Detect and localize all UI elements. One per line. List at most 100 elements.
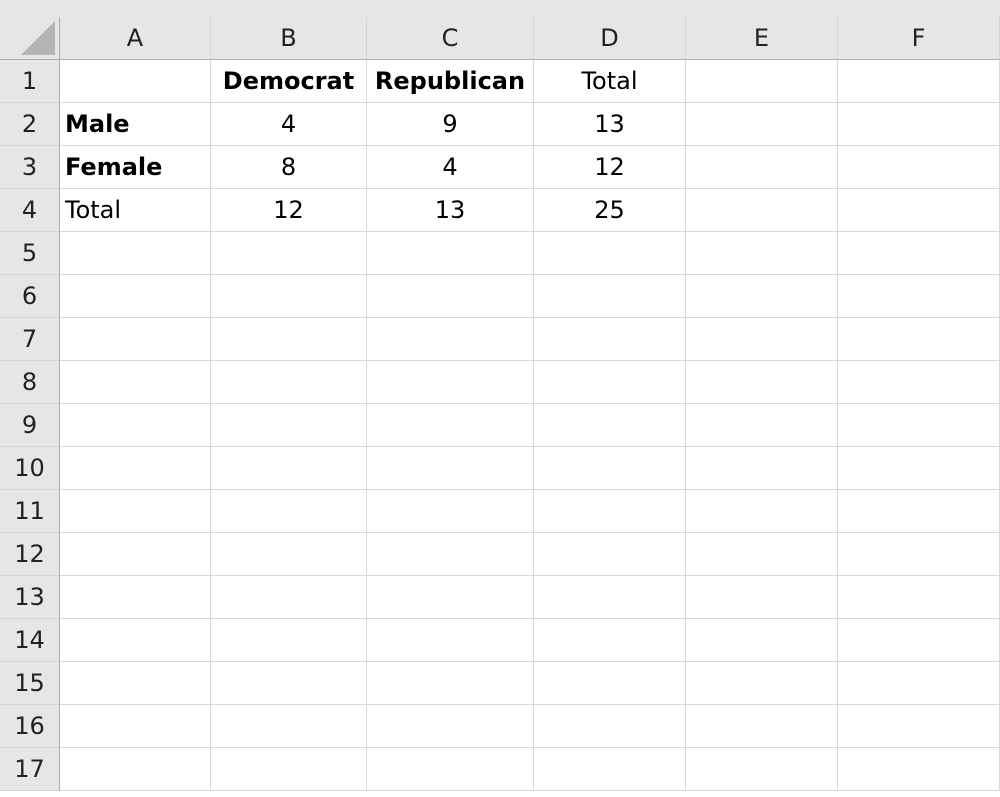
cell-F14[interactable] — [838, 619, 1000, 662]
cell-C11[interactable] — [367, 490, 534, 533]
cell-C7[interactable] — [367, 318, 534, 361]
cell-E15[interactable] — [686, 662, 838, 705]
cell-F3[interactable] — [838, 146, 1000, 189]
cell-A7[interactable] — [60, 318, 211, 361]
cell-D9[interactable] — [534, 404, 686, 447]
cell-F15[interactable] — [838, 662, 1000, 705]
cell-E12[interactable] — [686, 533, 838, 576]
cell-A13[interactable] — [60, 576, 211, 619]
cell-D1[interactable]: Total — [534, 60, 686, 103]
cell-F4[interactable] — [838, 189, 1000, 232]
cell-E10[interactable] — [686, 447, 838, 490]
cell-B15[interactable] — [211, 662, 367, 705]
cell-D12[interactable] — [534, 533, 686, 576]
cell-E9[interactable] — [686, 404, 838, 447]
cell-F10[interactable] — [838, 447, 1000, 490]
cell-D8[interactable] — [534, 361, 686, 404]
cell-E14[interactable] — [686, 619, 838, 662]
cell-A9[interactable] — [60, 404, 211, 447]
row-header-11[interactable]: 11 — [0, 490, 60, 533]
row-header-7[interactable]: 7 — [0, 318, 60, 361]
select-all-button[interactable] — [0, 17, 60, 60]
column-header-C[interactable]: C — [367, 17, 534, 60]
row-header-13[interactable]: 13 — [0, 576, 60, 619]
cell-F8[interactable] — [838, 361, 1000, 404]
cell-C13[interactable] — [367, 576, 534, 619]
cell-A2[interactable]: Male — [60, 103, 211, 146]
cell-A14[interactable] — [60, 619, 211, 662]
row-header-6[interactable]: 6 — [0, 275, 60, 318]
cell-D4[interactable]: 25 — [534, 189, 686, 232]
cell-A11[interactable] — [60, 490, 211, 533]
cell-D10[interactable] — [534, 447, 686, 490]
cell-E1[interactable] — [686, 60, 838, 103]
row-header-10[interactable]: 10 — [0, 447, 60, 490]
row-header-9[interactable]: 9 — [0, 404, 60, 447]
cell-C1[interactable]: Republican — [367, 60, 534, 103]
cell-D6[interactable] — [534, 275, 686, 318]
row-header-8[interactable]: 8 — [0, 361, 60, 404]
cell-D14[interactable] — [534, 619, 686, 662]
cell-D2[interactable]: 13 — [534, 103, 686, 146]
column-header-D[interactable]: D — [534, 17, 686, 60]
cell-F2[interactable] — [838, 103, 1000, 146]
cell-B2[interactable]: 4 — [211, 103, 367, 146]
cell-F6[interactable] — [838, 275, 1000, 318]
cell-F7[interactable] — [838, 318, 1000, 361]
cell-F5[interactable] — [838, 232, 1000, 275]
cell-C14[interactable] — [367, 619, 534, 662]
cell-E4[interactable] — [686, 189, 838, 232]
cell-B17[interactable] — [211, 748, 367, 791]
cell-A10[interactable] — [60, 447, 211, 490]
row-header-5[interactable]: 5 — [0, 232, 60, 275]
cell-B1[interactable]: Democrat — [211, 60, 367, 103]
cell-E3[interactable] — [686, 146, 838, 189]
cell-C15[interactable] — [367, 662, 534, 705]
cell-B5[interactable] — [211, 232, 367, 275]
row-header-4[interactable]: 4 — [0, 189, 60, 232]
cell-F13[interactable] — [838, 576, 1000, 619]
cell-B13[interactable] — [211, 576, 367, 619]
cell-F16[interactable] — [838, 705, 1000, 748]
cell-F9[interactable] — [838, 404, 1000, 447]
cell-E17[interactable] — [686, 748, 838, 791]
cell-D3[interactable]: 12 — [534, 146, 686, 189]
row-header-2[interactable]: 2 — [0, 103, 60, 146]
row-header-3[interactable]: 3 — [0, 146, 60, 189]
column-header-E[interactable]: E — [686, 17, 838, 60]
column-header-A[interactable]: A — [60, 17, 211, 60]
column-header-B[interactable]: B — [211, 17, 367, 60]
row-header-15[interactable]: 15 — [0, 662, 60, 705]
cell-D7[interactable] — [534, 318, 686, 361]
cell-B4[interactable]: 12 — [211, 189, 367, 232]
cell-C3[interactable]: 4 — [367, 146, 534, 189]
cell-C10[interactable] — [367, 447, 534, 490]
cell-D15[interactable] — [534, 662, 686, 705]
cell-A5[interactable] — [60, 232, 211, 275]
cell-E6[interactable] — [686, 275, 838, 318]
cell-B7[interactable] — [211, 318, 367, 361]
cell-D5[interactable] — [534, 232, 686, 275]
cell-E7[interactable] — [686, 318, 838, 361]
column-header-F[interactable]: F — [838, 17, 1000, 60]
cell-B11[interactable] — [211, 490, 367, 533]
cell-B14[interactable] — [211, 619, 367, 662]
row-header-12[interactable]: 12 — [0, 533, 60, 576]
cell-C2[interactable]: 9 — [367, 103, 534, 146]
cell-E16[interactable] — [686, 705, 838, 748]
cell-D13[interactable] — [534, 576, 686, 619]
cell-A12[interactable] — [60, 533, 211, 576]
cell-F11[interactable] — [838, 490, 1000, 533]
cell-D16[interactable] — [534, 705, 686, 748]
cell-E2[interactable] — [686, 103, 838, 146]
cell-F12[interactable] — [838, 533, 1000, 576]
row-header-16[interactable]: 16 — [0, 705, 60, 748]
cell-A1[interactable] — [60, 60, 211, 103]
cell-F1[interactable] — [838, 60, 1000, 103]
cell-A8[interactable] — [60, 361, 211, 404]
row-header-17[interactable]: 17 — [0, 748, 60, 791]
cell-A6[interactable] — [60, 275, 211, 318]
cell-E8[interactable] — [686, 361, 838, 404]
cell-A15[interactable] — [60, 662, 211, 705]
cell-B8[interactable] — [211, 361, 367, 404]
